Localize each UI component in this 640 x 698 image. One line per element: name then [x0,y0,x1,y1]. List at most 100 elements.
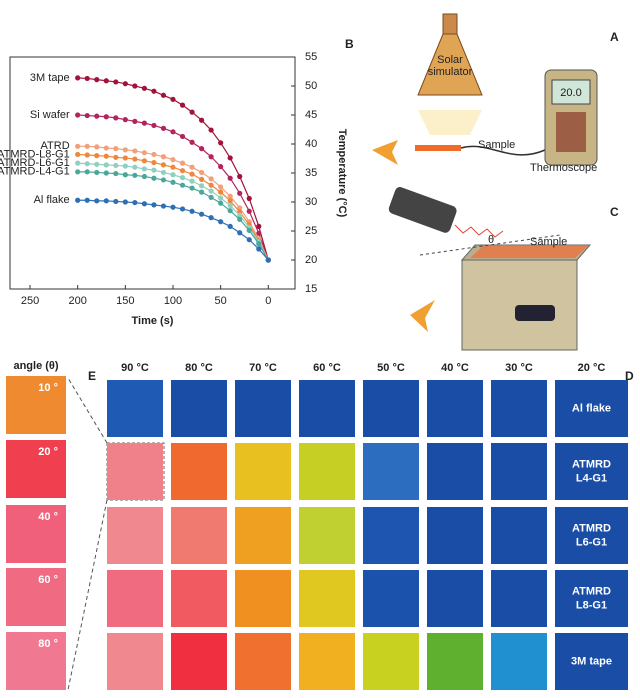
data-point [256,223,262,229]
data-point [179,175,186,181]
data-point [141,85,147,91]
data-point [103,170,109,176]
y-tick-label: 40 [305,138,317,150]
data-point [94,77,100,83]
data-point [189,208,195,214]
data-point [218,189,224,195]
panel-letter: A [610,30,619,44]
data-point [246,208,252,214]
row-label: 3M tape [571,655,612,667]
data-point [75,169,81,175]
panel-letter: C [610,205,619,219]
color-cell [363,633,419,690]
thermoscope-keys [556,112,586,152]
data-point [227,198,233,204]
data-point [113,79,119,85]
data-point [218,140,224,146]
data-point [151,175,157,181]
y-axis-label: Temperature (°C) [336,129,348,218]
color-cell [555,633,628,690]
series-line [77,114,269,261]
data-point [151,122,157,129]
color-cell [491,633,547,690]
series: ATMRD-L6-G1 [0,157,271,263]
data-point [256,241,262,247]
data-point [141,150,147,156]
data-point [218,200,224,206]
data-point [227,208,233,214]
angle-cell [6,376,66,434]
data-point [256,230,262,236]
data-point [179,206,186,212]
row-label: L4-G1 [576,472,607,484]
data-point [246,237,252,243]
color-cell [299,443,355,500]
panel-a-illustration [372,13,598,166]
data-point [208,176,214,182]
row-label: ATMRD [572,585,611,597]
data-point [132,199,138,206]
data-point [227,202,233,209]
data-point [141,173,147,180]
data-point [208,215,214,221]
angle-cell [6,440,66,498]
display-value: 20.0 [560,87,581,99]
data-point [160,177,167,183]
color-cell [171,507,227,564]
x-tick-label: 250 [21,295,39,307]
data-point [198,146,205,152]
data-point [198,211,205,217]
x-tick-label: 0 [265,295,271,307]
simulator-label: Solar [437,54,463,66]
data-point [84,75,90,82]
data-point [170,172,176,178]
column-header: 50 °C [377,362,405,374]
angle-label: 80 ° [38,638,58,650]
hot-plate-top [470,246,588,258]
color-cell [299,570,355,627]
data-point [94,144,100,150]
data-point [265,257,271,263]
color-cell [427,443,483,500]
data-point [189,178,195,184]
data-point [170,179,176,185]
data-point [75,160,81,166]
connector [67,499,108,691]
data-point [113,170,119,177]
data-point [218,184,224,190]
data-point [132,83,138,89]
color-cell [363,380,419,437]
data-point [151,151,157,158]
y-tick-label: 25 [305,225,317,237]
color-cell [107,443,163,500]
color-cell [555,570,628,627]
data-point [103,162,109,168]
data-point [122,117,128,123]
data-point [227,193,233,199]
data-point [179,160,186,166]
column-header: 60 °C [313,362,341,374]
data-point [84,143,90,149]
data-point [218,164,224,170]
thermoscope-label: Thermoscope [530,162,597,174]
color-cell [427,380,483,437]
y-tick-label: 50 [305,80,317,92]
data-point [170,129,176,135]
series: ATRD [41,140,271,263]
series-label: Al flake [34,194,70,206]
column-header: 70 °C [249,362,277,374]
x-tick-label: 50 [215,295,227,307]
color-cell [235,570,291,627]
data-point [246,195,252,202]
panel-letter: B [345,37,354,51]
series-label: ATRD [41,140,70,152]
series-label: ATMRD-L4-G1 [0,166,70,178]
data-point [189,185,195,191]
data-point [227,155,233,161]
angle-symbol: θ [488,234,494,246]
color-cell [491,570,547,627]
data-point [227,223,233,229]
color-cell [427,507,483,564]
data-point [189,164,195,170]
color-cell [363,507,419,564]
